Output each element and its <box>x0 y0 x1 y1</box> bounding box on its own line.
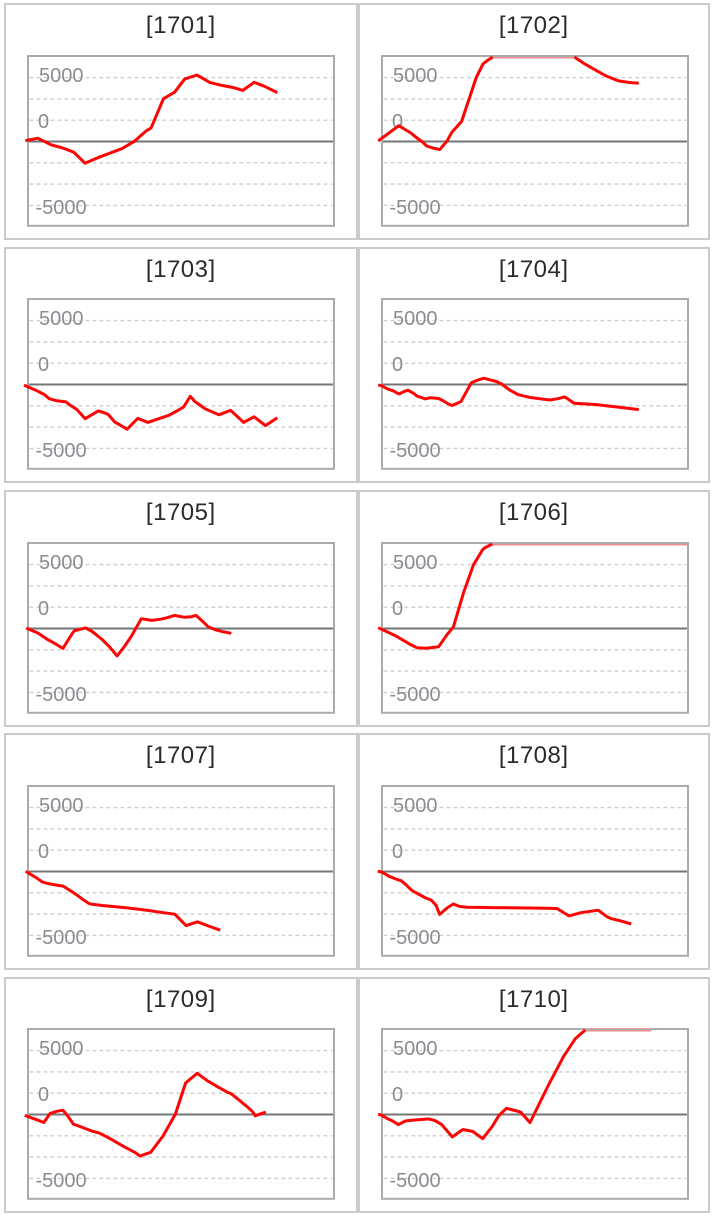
svg-text:5000: 5000 <box>393 1039 438 1061</box>
svg-text:-5000: -5000 <box>36 927 87 949</box>
svg-text:0: 0 <box>38 111 49 133</box>
svg-text:-5000: -5000 <box>389 927 440 949</box>
svg-text:-5000: -5000 <box>389 683 440 705</box>
svg-text:-5000: -5000 <box>389 197 440 219</box>
svg-text:0: 0 <box>392 354 403 376</box>
svg-text:5000: 5000 <box>393 552 438 574</box>
svg-text:5000: 5000 <box>39 308 84 330</box>
svg-text:-5000: -5000 <box>389 440 440 462</box>
svg-text:5000: 5000 <box>393 65 438 87</box>
svg-text:0: 0 <box>38 598 49 620</box>
svg-text:5000: 5000 <box>39 552 84 574</box>
svg-text:0: 0 <box>392 841 403 863</box>
svg-text:5000: 5000 <box>39 795 84 817</box>
svg-text:-5000: -5000 <box>36 1170 87 1192</box>
svg-text:5000: 5000 <box>393 795 438 817</box>
svg-text:5000: 5000 <box>393 308 438 330</box>
svg-text:5000: 5000 <box>39 65 84 87</box>
svg-text:-5000: -5000 <box>36 440 87 462</box>
svg-text:5000: 5000 <box>39 1039 84 1061</box>
svg-text:0: 0 <box>392 598 403 620</box>
svg-text:0: 0 <box>38 354 49 376</box>
svg-text:-5000: -5000 <box>36 197 87 219</box>
svg-text:-5000: -5000 <box>36 683 87 705</box>
svg-text:0: 0 <box>392 111 403 133</box>
svg-text:0: 0 <box>38 1085 49 1107</box>
svg-text:-5000: -5000 <box>389 1170 440 1192</box>
svg-text:0: 0 <box>38 841 49 863</box>
svg-text:0: 0 <box>392 1085 403 1107</box>
